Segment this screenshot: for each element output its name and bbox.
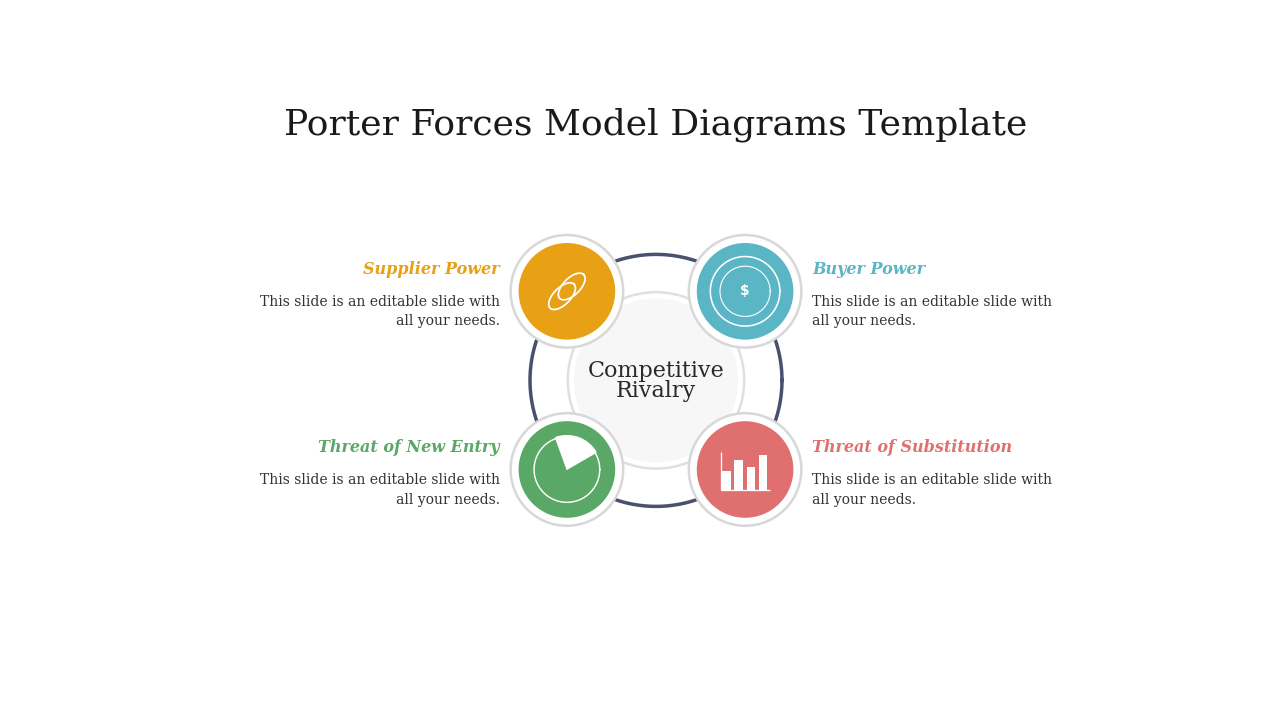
Text: all your needs.: all your needs.: [813, 315, 916, 328]
Text: This slide is an editable slide with: This slide is an editable slide with: [813, 294, 1052, 309]
Text: Buyer Power: Buyer Power: [813, 261, 925, 278]
Circle shape: [687, 234, 803, 349]
Text: $: $: [740, 284, 750, 298]
Text: This slide is an editable slide with: This slide is an editable slide with: [260, 473, 499, 487]
Text: Competitive: Competitive: [588, 360, 724, 382]
Circle shape: [570, 294, 742, 467]
Text: This slide is an editable slide with: This slide is an editable slide with: [813, 473, 1052, 487]
Circle shape: [690, 236, 800, 346]
Circle shape: [687, 412, 803, 527]
Text: all your needs.: all your needs.: [396, 492, 499, 507]
Text: Supplier Power: Supplier Power: [364, 261, 499, 278]
Circle shape: [518, 421, 616, 518]
Text: Threat of Substitution: Threat of Substitution: [813, 439, 1012, 456]
Bar: [746, 467, 755, 490]
Text: This slide is an editable slide with: This slide is an editable slide with: [260, 294, 499, 309]
Circle shape: [512, 236, 622, 346]
Bar: [759, 455, 767, 490]
Circle shape: [696, 243, 794, 340]
Circle shape: [575, 299, 737, 462]
Text: all your needs.: all your needs.: [396, 315, 499, 328]
Wedge shape: [556, 435, 596, 469]
Text: Threat of New Entry: Threat of New Entry: [319, 439, 499, 456]
Circle shape: [696, 421, 794, 518]
Circle shape: [518, 243, 616, 340]
Text: all your needs.: all your needs.: [813, 492, 916, 507]
Circle shape: [509, 234, 625, 349]
Circle shape: [512, 415, 622, 524]
Circle shape: [690, 415, 800, 524]
Circle shape: [567, 291, 745, 470]
Text: Rivalry: Rivalry: [616, 380, 696, 402]
Text: Porter Forces Model Diagrams Template: Porter Forces Model Diagrams Template: [284, 107, 1028, 142]
Bar: [735, 460, 744, 490]
Circle shape: [509, 412, 625, 527]
Bar: [722, 472, 731, 490]
